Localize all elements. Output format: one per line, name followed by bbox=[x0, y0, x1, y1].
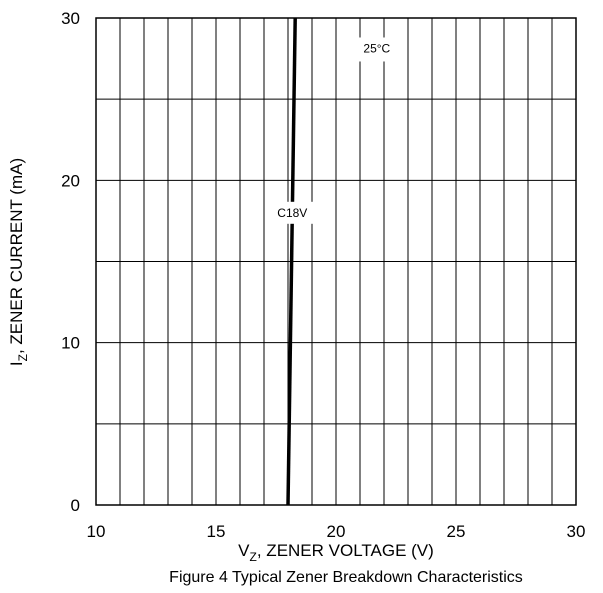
x-axis-title: VZ, ZENER VOLTAGE (V) bbox=[238, 541, 434, 564]
temperature-label: 25°C bbox=[363, 41, 390, 55]
x-tick-label: 30 bbox=[567, 522, 586, 541]
temperature-label-background bbox=[352, 37, 407, 62]
y-tick-label: 20 bbox=[61, 171, 80, 190]
series-label-background bbox=[270, 201, 315, 224]
x-tick-label: 25 bbox=[447, 522, 466, 541]
y-tick-label: 0 bbox=[71, 496, 80, 515]
x-tick-label: 10 bbox=[87, 522, 106, 541]
y-tick-label: 30 bbox=[61, 9, 80, 28]
grid-lines bbox=[96, 18, 576, 505]
series-lines bbox=[286, 17, 297, 506]
y-axis-title: IZ, ZENER CURRENT (mA) bbox=[7, 158, 30, 366]
tick-labels: 10 15 20 25 30 0 10 20 30 bbox=[61, 9, 585, 541]
plot-frame bbox=[95, 17, 577, 506]
figure-caption: Figure 4 Typical Zener Breakdown Charact… bbox=[169, 569, 523, 586]
y-tick-label: 10 bbox=[61, 334, 80, 353]
series-line-c18v bbox=[286, 17, 297, 506]
annotations: C18V 25°C bbox=[270, 37, 407, 224]
series-label: C18V bbox=[277, 206, 307, 220]
x-tick-label: 15 bbox=[207, 522, 226, 541]
x-tick-label: 20 bbox=[327, 522, 346, 541]
